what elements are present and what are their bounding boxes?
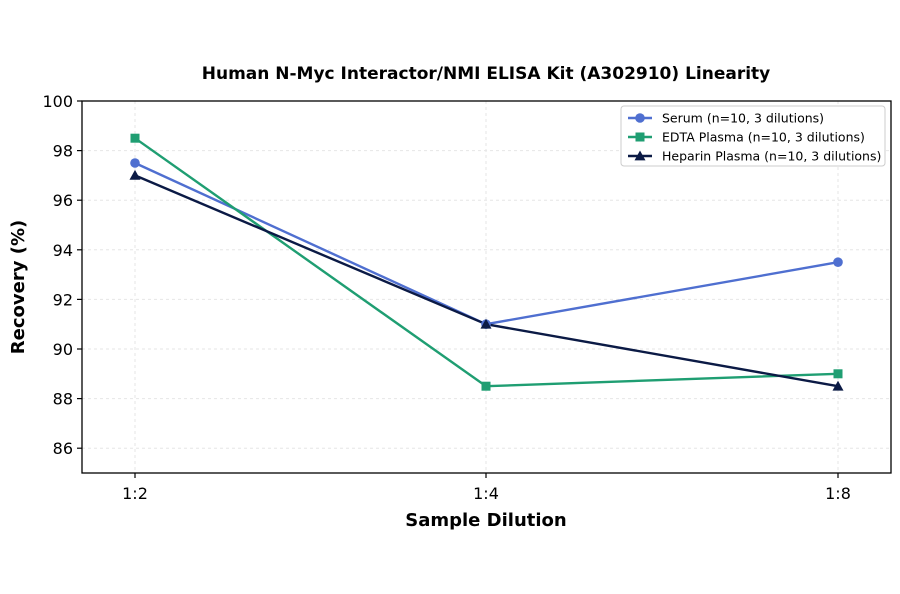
x-tick-label: 1:2 — [122, 484, 148, 503]
legend-marker-0 — [635, 113, 645, 123]
y-tick-label: 92 — [53, 290, 73, 309]
x-tick-label: 1:4 — [473, 484, 499, 503]
y-tick-label: 98 — [53, 142, 73, 161]
data-point-1-1 — [481, 381, 491, 391]
legend-label: Serum (n=10, 3 dilutions) — [662, 111, 824, 126]
x-axis-label: Sample Dilution — [405, 510, 566, 531]
data-point-0-2 — [833, 257, 843, 268]
legend-box — [620, 105, 886, 167]
data-point-2-0 — [129, 169, 141, 180]
y-axis-label: Recovery (%) — [8, 220, 29, 354]
data-point-1-2 — [833, 369, 843, 379]
x-axis: 1:2 1:4 1:8 — [122, 473, 851, 503]
data-point-2-2 — [832, 380, 844, 391]
legend: Serum (n=10, 3 dilutions) EDTA Plasma (n=… — [620, 105, 886, 167]
y-axis: 86 88 90 92 94 96 98 100 — [42, 92, 82, 458]
legend-marker-1 — [635, 132, 645, 142]
chart-title: Human N-Myc Interactor/NMI ELISA Kit (A3… — [202, 64, 771, 84]
data-point-1-0 — [130, 133, 140, 143]
y-tick-label: 96 — [53, 191, 73, 210]
data-point-0-0 — [130, 158, 140, 168]
data-point-2-1 — [480, 318, 492, 329]
legend-marker-2 — [634, 150, 646, 161]
legend-label: Heparin Plasma (n=10, 3 dilutions) — [662, 149, 881, 164]
y-tick-label: 100 — [42, 92, 73, 111]
series-markers — [129, 133, 844, 391]
legend-label: EDTA Plasma (n=10, 3 dilutions) — [662, 130, 865, 145]
y-tick-label: 88 — [53, 390, 73, 409]
y-tick-label: 90 — [53, 340, 73, 359]
y-tick-label: 94 — [53, 241, 73, 260]
y-tick-label: 86 — [53, 439, 73, 458]
x-tick-label: 1:8 — [825, 484, 851, 503]
plot-frame — [81, 100, 892, 474]
